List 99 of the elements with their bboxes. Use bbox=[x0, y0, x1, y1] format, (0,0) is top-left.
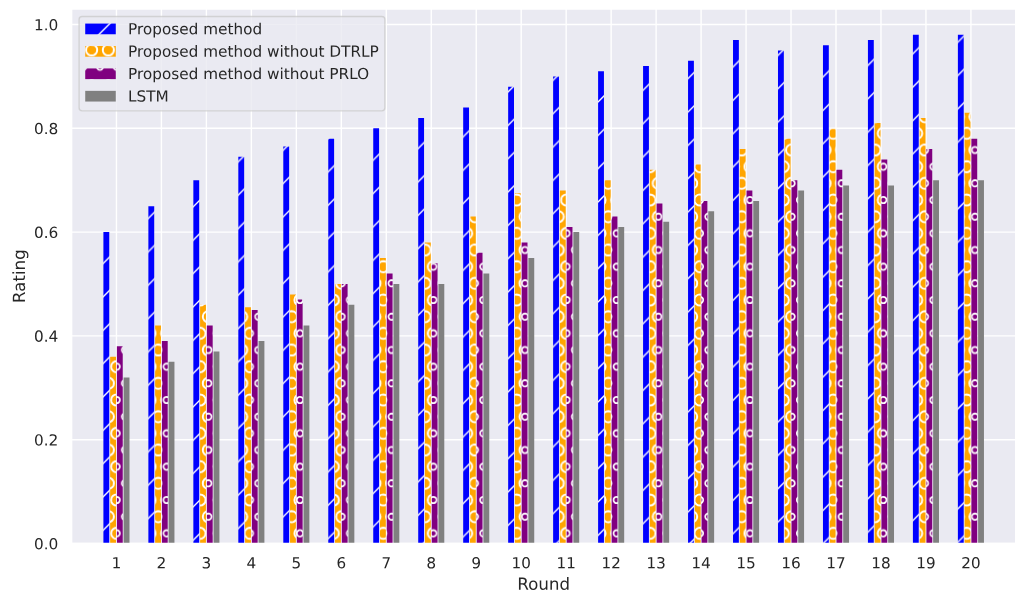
bar bbox=[663, 221, 670, 544]
x-tick-label: 20 bbox=[962, 556, 980, 569]
x-axis-title: Round bbox=[518, 577, 569, 590]
bar bbox=[148, 206, 155, 544]
bar bbox=[867, 40, 874, 544]
x-tick-label: 7 bbox=[382, 557, 390, 569]
bar bbox=[822, 45, 829, 544]
bar bbox=[753, 200, 760, 544]
bar bbox=[251, 309, 258, 544]
x-tick-label: 19 bbox=[917, 556, 935, 569]
x-tick-label: 14 bbox=[693, 557, 710, 569]
bar bbox=[206, 325, 213, 544]
bar bbox=[798, 190, 805, 544]
bar bbox=[604, 180, 611, 544]
bar bbox=[598, 71, 604, 544]
bar bbox=[463, 107, 470, 544]
x-tick-label: 12 bbox=[603, 556, 620, 569]
x-tick-label: 11 bbox=[558, 557, 575, 569]
bar bbox=[193, 180, 200, 544]
bar bbox=[379, 258, 386, 544]
bar bbox=[881, 159, 888, 544]
bar bbox=[438, 284, 445, 544]
x-tick-label: 2 bbox=[157, 556, 165, 569]
bar bbox=[688, 60, 694, 544]
bar bbox=[933, 180, 939, 544]
legend-label: Proposed method without PRLO bbox=[129, 67, 369, 83]
bar bbox=[649, 169, 656, 544]
bar bbox=[514, 193, 521, 544]
bar bbox=[874, 123, 881, 544]
bar bbox=[528, 258, 535, 544]
bar bbox=[335, 284, 341, 544]
x-tick-label: 15 bbox=[738, 557, 755, 569]
y-tick-label: 0.0 bbox=[34, 537, 58, 550]
y-tick-label: 1.0 bbox=[35, 18, 58, 31]
bar bbox=[559, 190, 566, 544]
bar bbox=[283, 146, 290, 544]
bar bbox=[739, 149, 746, 544]
bar bbox=[469, 216, 476, 544]
bar bbox=[926, 149, 933, 544]
bar bbox=[103, 232, 110, 544]
bar bbox=[843, 185, 850, 544]
bar bbox=[116, 346, 123, 544]
x-tick-label: 9 bbox=[472, 556, 481, 569]
x-tick-label: 3 bbox=[202, 556, 211, 569]
bar bbox=[476, 252, 483, 544]
bar bbox=[238, 156, 245, 544]
bar bbox=[155, 325, 161, 544]
bar bbox=[829, 128, 836, 544]
bar bbox=[373, 128, 380, 544]
bar bbox=[733, 40, 739, 544]
bar bbox=[957, 34, 964, 544]
bar bbox=[393, 284, 400, 544]
bar bbox=[573, 232, 580, 544]
bar bbox=[694, 164, 701, 544]
bar bbox=[791, 180, 798, 544]
y-tick-label: 0.8 bbox=[34, 122, 58, 135]
x-tick-label: 17 bbox=[827, 557, 845, 569]
bar bbox=[978, 180, 984, 544]
y-tick-label: 0.6 bbox=[34, 226, 58, 239]
bar bbox=[508, 86, 514, 544]
x-tick-label: 10 bbox=[513, 556, 530, 569]
bar bbox=[431, 263, 438, 544]
y-tick-label: 0.2 bbox=[34, 434, 57, 446]
bar bbox=[110, 356, 116, 544]
bar bbox=[971, 138, 978, 544]
bar bbox=[200, 304, 206, 544]
x-tick-label: 5 bbox=[292, 557, 300, 569]
bar bbox=[553, 76, 559, 544]
bar bbox=[888, 185, 895, 544]
bar bbox=[643, 66, 649, 544]
legend-label: LSTM bbox=[129, 90, 168, 102]
bar bbox=[784, 138, 791, 544]
bar bbox=[836, 169, 843, 544]
bar bbox=[912, 34, 919, 544]
bar bbox=[708, 211, 715, 544]
bar bbox=[777, 50, 784, 544]
bar bbox=[296, 299, 303, 544]
bar bbox=[386, 273, 393, 544]
bar bbox=[161, 341, 168, 544]
x-tick-label: 4 bbox=[247, 557, 256, 569]
bar bbox=[618, 226, 625, 544]
bar bbox=[418, 117, 425, 544]
x-tick-label: 16 bbox=[782, 556, 800, 569]
y-tick-label: 0.4 bbox=[34, 330, 58, 342]
x-tick-label: 13 bbox=[648, 556, 665, 569]
bar bbox=[919, 117, 926, 544]
x-tick-label: 18 bbox=[872, 556, 890, 569]
x-tick-label: 1 bbox=[113, 557, 120, 569]
legend-label: Proposed method bbox=[129, 22, 261, 38]
x-tick-label: 6 bbox=[337, 556, 346, 569]
bar bbox=[341, 284, 348, 544]
legend-label: Proposed method without DTRLP bbox=[129, 45, 379, 60]
bar bbox=[290, 294, 296, 544]
bar bbox=[328, 138, 335, 544]
x-tick-label: 8 bbox=[427, 556, 436, 569]
bar bbox=[424, 242, 431, 544]
bar bbox=[245, 307, 251, 544]
bar bbox=[483, 273, 490, 544]
y-axis-title: Rating bbox=[12, 250, 29, 302]
